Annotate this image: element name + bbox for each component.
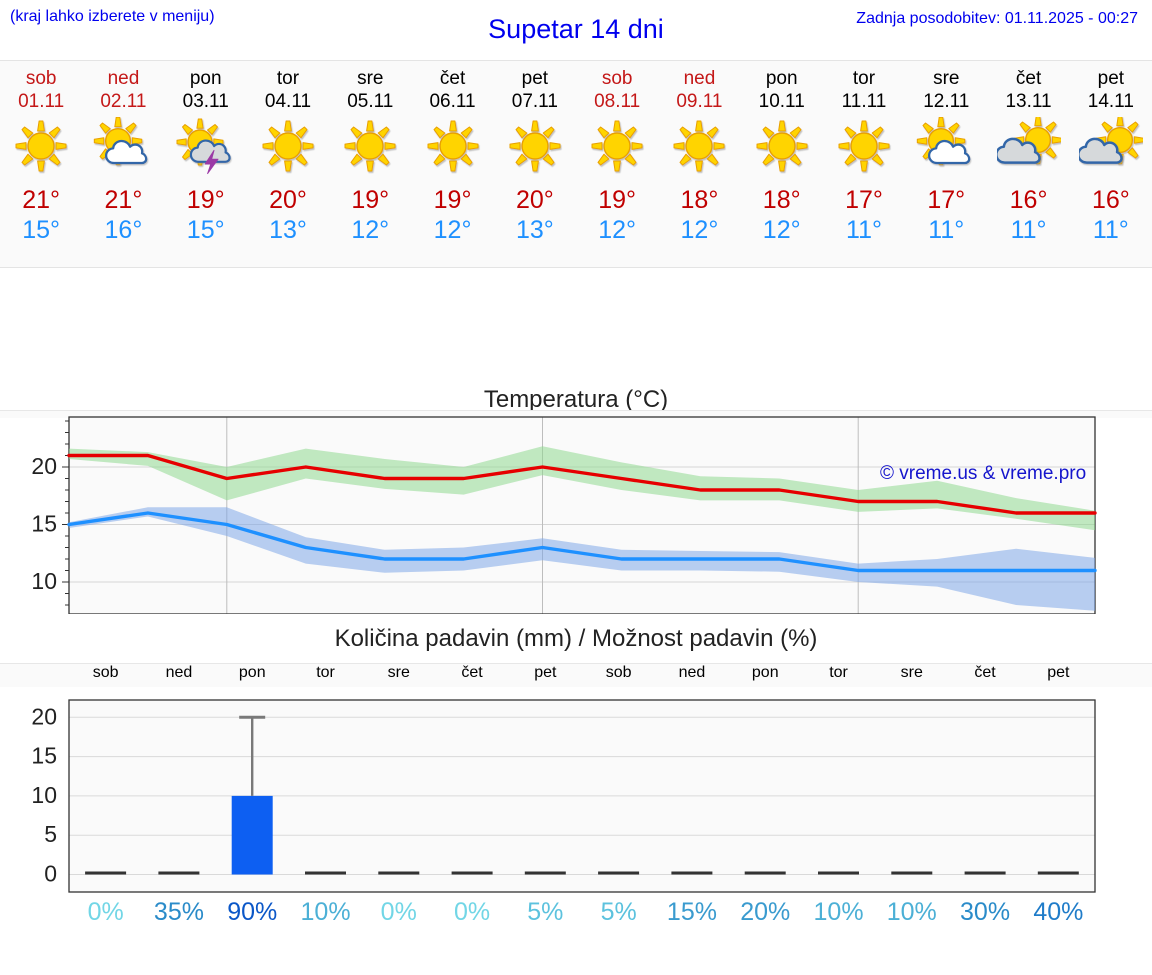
svg-text:15: 15 xyxy=(31,743,57,769)
svg-text:15: 15 xyxy=(31,511,57,537)
svg-text:© vreme.us & vreme.pro: © vreme.us & vreme.pro xyxy=(880,463,1086,484)
svg-text:20: 20 xyxy=(31,703,57,729)
svg-text:10: 10 xyxy=(31,782,57,808)
svg-text:5: 5 xyxy=(44,821,57,847)
svg-text:0: 0 xyxy=(44,861,57,887)
svg-text:20: 20 xyxy=(31,453,57,479)
svg-text:10: 10 xyxy=(31,568,57,594)
